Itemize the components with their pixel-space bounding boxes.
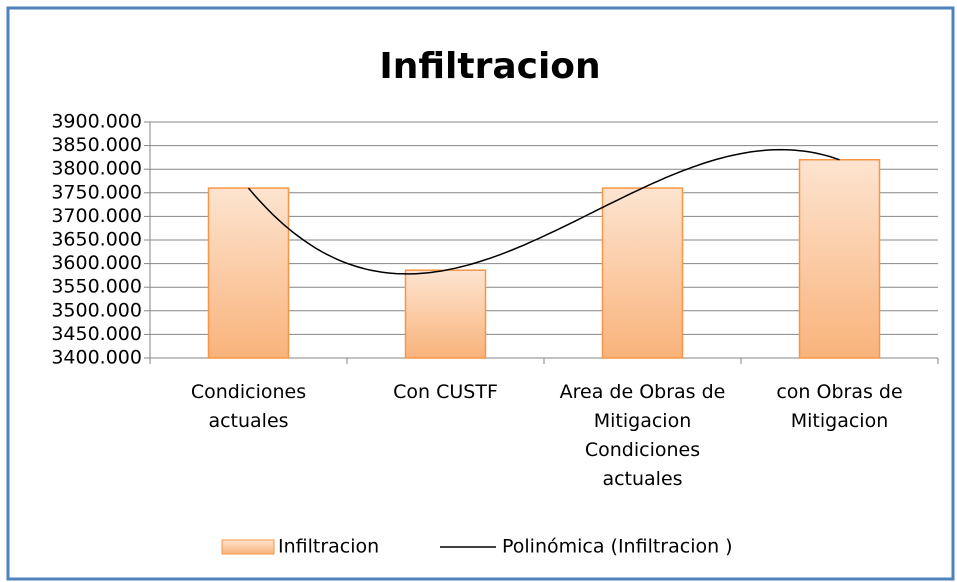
y-tick-label: 3400.000 [51, 347, 142, 369]
y-tick-label: 3900.000 [51, 111, 142, 133]
x-tick-label: Condiciones actuales [190, 381, 307, 432]
legend-label: Infiltracion [278, 536, 379, 558]
x-tick-label: Area de Obras de Mitigacion Condiciones … [559, 381, 726, 490]
y-tick-label: 3600.000 [51, 252, 142, 274]
y-tick-label: 3500.000 [51, 299, 142, 321]
bar [601, 187, 684, 359]
x-tick-label: Con CUSTF [393, 381, 498, 403]
legend-swatch [221, 539, 275, 555]
y-tick-label: 3800.000 [51, 158, 142, 180]
chart-title: Infiltracion [379, 46, 600, 87]
y-tick-label: 3550.000 [51, 276, 142, 298]
trendline [247, 148, 840, 275]
bar [798, 159, 881, 359]
x-tick-label: con Obras de Mitigacion [776, 381, 903, 432]
bar [207, 187, 290, 359]
bar [404, 269, 487, 359]
y-tick-label: 3450.000 [51, 323, 142, 345]
legend-label: Polinómica (Infiltracion ) [502, 536, 733, 558]
y-tick-label: 3850.000 [51, 134, 142, 156]
y-tick-label: 3700.000 [51, 205, 142, 227]
y-tick-label: 3750.000 [51, 181, 142, 203]
y-tick-label: 3650.000 [51, 229, 142, 251]
